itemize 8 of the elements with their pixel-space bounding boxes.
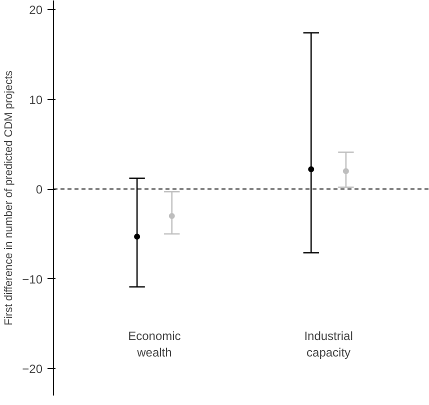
- y-tick-label: 20: [29, 2, 43, 17]
- y-tick-label: −20: [22, 362, 43, 376]
- x-tick-label: Economic wealth: [128, 328, 181, 360]
- y-tick-label: 10: [29, 92, 43, 107]
- y-axis-title: First difference in number of predicted CDM projects: [3, 70, 16, 326]
- y-tick-label: 0: [36, 182, 43, 197]
- y-tick-label: −10: [22, 272, 43, 286]
- x-tick-label: Industrial capacity: [304, 328, 353, 360]
